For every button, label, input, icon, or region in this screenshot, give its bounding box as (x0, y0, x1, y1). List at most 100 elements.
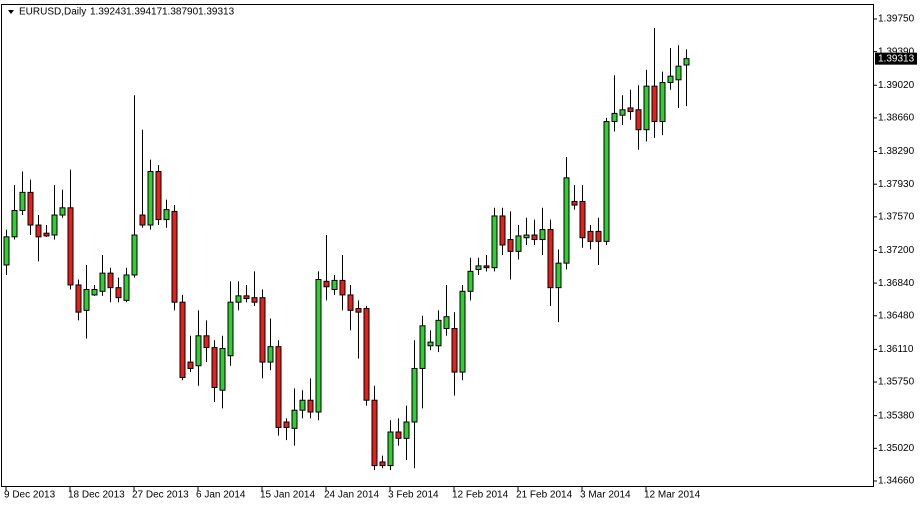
candle-body (339, 279, 346, 296)
candle-body (203, 335, 210, 349)
ohlc-value: 1.39417 (126, 7, 163, 18)
candle-body (43, 232, 50, 237)
y-tick-label: 1.38660 (878, 113, 915, 124)
candle-body (267, 346, 274, 363)
candle-body (307, 399, 314, 413)
candle-body (611, 112, 618, 123)
candle-body (515, 235, 522, 252)
x-tick-label: 6 Jan 2014 (196, 490, 246, 501)
candle-body (67, 207, 74, 286)
y-tick-label: 1.39750 (878, 14, 915, 25)
y-tick-label: 1.35750 (878, 377, 915, 388)
candle-body (411, 367, 418, 423)
candle-body (147, 170, 154, 226)
candle-body (11, 210, 18, 238)
x-tick-label: 9 Dec 2013 (4, 490, 56, 501)
candle-body (99, 272, 106, 292)
last-price-label: 1.39313 (878, 53, 915, 64)
ohlc-value: 1.38790 (162, 7, 199, 18)
candle-body (499, 215, 506, 246)
y-tick-label: 1.37930 (878, 179, 915, 190)
candle-body (427, 341, 434, 347)
candle-body (523, 234, 530, 239)
candle-body (507, 239, 514, 252)
plot-frame (1, 4, 874, 487)
candle-body (219, 347, 226, 391)
ohlc-value: 1.39313 (198, 7, 235, 18)
candle-body (467, 270, 474, 292)
candle-body (475, 265, 482, 271)
x-tick-label: 24 Jan 2014 (324, 490, 379, 501)
candle-body (179, 301, 186, 379)
ohlc-header: 1.39243 1.39417 1.38790 1.39313 (90, 7, 235, 18)
candle-body (667, 75, 674, 84)
x-tick-label: 12 Mar 2014 (644, 490, 701, 501)
x-tick-label: 12 Feb 2014 (452, 490, 509, 501)
candle-body (595, 230, 602, 242)
candle-body (435, 319, 442, 347)
candle-body (619, 109, 626, 116)
candle-body (187, 361, 194, 369)
candle-body (51, 214, 58, 236)
candle-body (547, 229, 554, 289)
candle-body (83, 288, 90, 311)
y-tick-label: 1.36110 (878, 344, 914, 355)
x-tick-label: 15 Jan 2014 (260, 490, 315, 501)
candle-body (283, 421, 290, 428)
candle-body (483, 265, 490, 269)
y-tick-label: 1.37200 (878, 245, 915, 256)
candle-body (403, 421, 410, 439)
last-price-box (875, 52, 917, 65)
candle-body (683, 58, 690, 66)
candle-body (323, 280, 330, 288)
x-tick-label: 3 Mar 2014 (580, 490, 631, 501)
candle-body (571, 200, 578, 206)
candle-body (603, 121, 610, 242)
candle-body (275, 346, 282, 428)
candle-body (371, 399, 378, 467)
candle-body (123, 274, 130, 301)
candle-body (419, 325, 426, 369)
y-tick-label: 1.37570 (878, 212, 915, 223)
candle-body (243, 295, 250, 300)
candle-body (195, 335, 202, 367)
y-tick-label: 1.39390 (878, 46, 915, 57)
candle-body (659, 82, 666, 123)
candle-body (587, 230, 594, 242)
candle-body (643, 85, 650, 131)
candle-body (635, 109, 642, 131)
y-tick-label: 1.35020 (878, 443, 915, 454)
candle-body (579, 200, 586, 239)
ohlc-value: 1.39243 (90, 7, 127, 18)
chart-title: EURUSD,Daily (19, 7, 86, 18)
y-tick-label: 1.36480 (878, 310, 915, 321)
menu-triangle (8, 10, 14, 14)
candle-body (355, 308, 362, 313)
candle-body (379, 461, 386, 467)
candle-body (387, 431, 394, 467)
candle-body (675, 65, 682, 81)
candle-body (91, 288, 98, 296)
candle-body (75, 284, 82, 313)
y-tick-label: 1.35380 (878, 410, 915, 421)
candle-body (299, 399, 306, 411)
y-tick-label: 1.34660 (878, 476, 915, 487)
candle-body (555, 262, 562, 289)
candle-body (539, 229, 546, 241)
y-tick-label: 1.36840 (878, 278, 915, 289)
candle-body (443, 316, 450, 330)
candle-body (211, 347, 218, 389)
candle-body (363, 308, 370, 401)
candle-body (59, 207, 66, 216)
candle-body (251, 297, 258, 303)
candle-body (235, 295, 242, 303)
y-tick-label: 1.38290 (878, 146, 915, 157)
candle-body (331, 279, 338, 290)
candle-body (491, 215, 498, 269)
candle-body (171, 210, 178, 303)
candle-body (627, 107, 634, 113)
candle-body (315, 278, 322, 413)
